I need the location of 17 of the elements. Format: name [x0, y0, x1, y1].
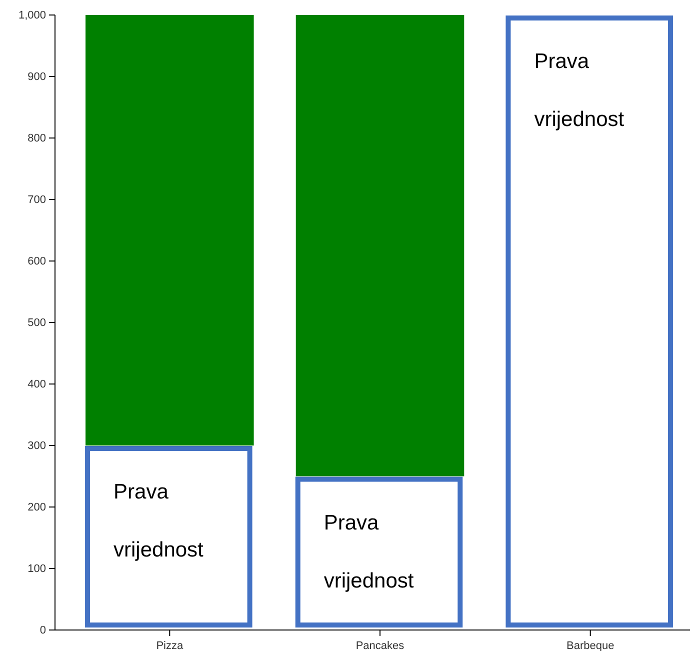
- x-tick-label: Pizza: [156, 640, 184, 651]
- text: Prava vrijednost: [324, 511, 414, 592]
- x-tick-label: Barbeque: [566, 640, 614, 651]
- text: Prava vrijednost: [114, 480, 204, 562]
- y-tick-label: 500: [28, 317, 46, 330]
- y-tick-label: 300: [28, 440, 46, 452]
- y-tick-label: 200: [28, 502, 46, 514]
- y-tick-label: 0: [40, 624, 46, 637]
- x-tick-label: Pancakes: [356, 640, 405, 651]
- y-tick-label: 400: [28, 378, 46, 391]
- y-tick-label: 800: [28, 132, 46, 145]
- y-tick-label: 100: [28, 563, 46, 576]
- y-tick-label: 700: [28, 194, 46, 206]
- y-tick-label: 900: [28, 71, 46, 84]
- y-tick-label: 1,000: [18, 10, 46, 22]
- y-tick-label: 600: [28, 256, 46, 268]
- text: Prava vrijednost: [534, 50, 624, 131]
